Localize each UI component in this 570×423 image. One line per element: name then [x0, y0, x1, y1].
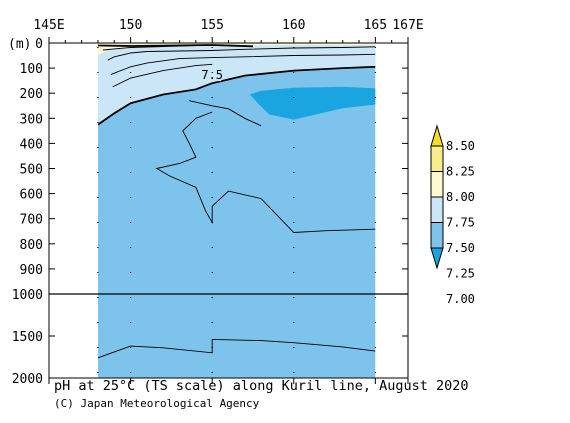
contour-fields [97, 43, 376, 378]
x-tick-label-155: 155 [200, 18, 223, 33]
y-tick-label-1000: 1000 [12, 288, 43, 303]
contour-label: 7.5 [201, 68, 223, 82]
contour-line-5 [189, 100, 262, 127]
contour-line-3 [110, 53, 376, 75]
y-tick-label-200: 200 [20, 87, 43, 102]
y-tick-label-300: 300 [20, 112, 43, 127]
colorbar-label-2: 8.00 [446, 190, 475, 204]
y-tick-label-800: 800 [20, 238, 43, 253]
y-unit-label: (m) [8, 37, 31, 52]
chart-credit: (C) Japan Meteorological Agency [54, 397, 260, 410]
colorbar-segment-2 [430, 171, 444, 198]
colorbar-label-4: 7.50 [446, 241, 475, 255]
colorbar-label-3: 7.75 [446, 216, 475, 230]
x-tick-label-167: 167E [392, 18, 423, 33]
contour-label-bg [203, 67, 222, 82]
colorbar-top-arrow [430, 124, 444, 147]
field-below-7-25 [249, 86, 376, 120]
y-tick-label-700: 700 [20, 213, 43, 228]
y-tick-label-500: 500 [20, 163, 43, 178]
field-7-5-to-7-75 [98, 43, 376, 125]
x-tick-label-150: 150 [119, 18, 142, 33]
y-tick-label-2000: 2000 [12, 372, 43, 387]
colorbar-label-0: 8.50 [446, 139, 475, 153]
y-tick-label-600: 600 [20, 188, 43, 203]
y-tick-label-900: 900 [20, 263, 43, 278]
colorbar-label-1: 8.25 [446, 165, 475, 179]
colorbar-segment-3 [430, 196, 444, 223]
colorbar-segment-1 [430, 145, 444, 172]
x-tick-label-165: 165 [364, 18, 387, 33]
colorbar-label-6: 7.00 [446, 292, 475, 306]
y-tick-label-400: 400 [20, 137, 43, 152]
colorbar-segment-4 [430, 222, 444, 249]
contour-line-6 [155, 111, 376, 233]
chart-title: pH at 25°C (TS scale) along Kuril line, … [54, 378, 469, 394]
contour-line-2 [107, 46, 376, 61]
x-tick-label-160: 160 [282, 18, 305, 33]
contour-line-7 [97, 338, 376, 359]
colorbar-label-5: 7.25 [446, 267, 475, 281]
y-tick-label-0: 0 [35, 37, 43, 52]
y-tick-label-100: 100 [20, 62, 43, 77]
contour-line-4 [112, 63, 213, 88]
x-tick-label-145: 145E [33, 18, 64, 33]
contour-line-7-5 [97, 65, 376, 126]
contour-line-surface-thick [97, 44, 254, 48]
colorbar-bottom-arrow [430, 247, 444, 270]
y-tick-label-1500: 1500 [12, 330, 43, 345]
